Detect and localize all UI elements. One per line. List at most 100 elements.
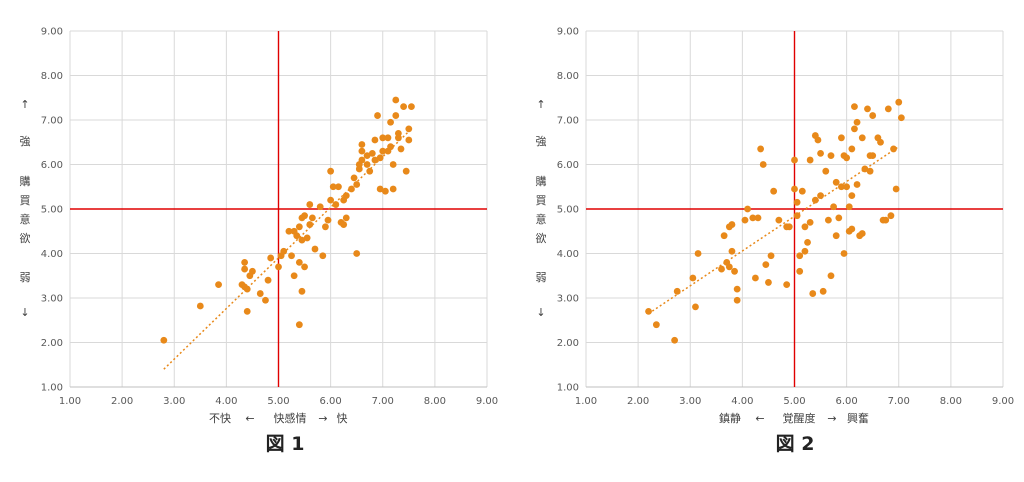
chart-1-data-point bbox=[256, 290, 264, 297]
chart-1-data-point bbox=[379, 147, 387, 155]
chart-2-data-point bbox=[765, 279, 772, 286]
chart-2-data-point bbox=[890, 145, 897, 153]
chart-2-data-point bbox=[775, 216, 783, 224]
chart-2-data-point bbox=[838, 134, 845, 142]
chart-2-data-point bbox=[801, 223, 809, 231]
chart-1-data-point bbox=[290, 272, 298, 280]
chart-2-x-tick-label: 1.00 bbox=[575, 396, 597, 407]
chart-1-data-point bbox=[358, 141, 366, 148]
chart-2-data-point bbox=[848, 225, 856, 233]
chart-2-data-point bbox=[796, 267, 804, 275]
chart-2-data-point bbox=[835, 214, 843, 222]
chart-1-data-point bbox=[387, 143, 394, 151]
chart-1-data-point bbox=[267, 254, 275, 262]
chart-2-data-point bbox=[689, 274, 697, 282]
chart-1-data-point bbox=[332, 201, 340, 208]
chart-2-y-tick-label: 4.00 bbox=[557, 249, 579, 260]
chart-2-data-point bbox=[744, 205, 751, 213]
chart-1-y-axis-label-char: 欲 bbox=[20, 231, 31, 245]
chart-2-data-point bbox=[851, 103, 858, 111]
chart-2-data-point bbox=[832, 232, 840, 240]
chart-2-data-point bbox=[822, 167, 830, 175]
chart-2-data-point bbox=[652, 321, 660, 329]
chart-1-data-point bbox=[243, 285, 251, 293]
chart-1-data-point bbox=[379, 134, 387, 142]
chart-1-data-point bbox=[262, 296, 269, 304]
chart-2-data-point bbox=[791, 185, 798, 193]
chart-1-data-point bbox=[306, 201, 314, 208]
chart-1-data-point bbox=[358, 156, 366, 164]
chart-2-data-point bbox=[718, 265, 725, 273]
chart-2-x-axis-label-part: 覚醒度 bbox=[783, 411, 816, 425]
chart-1-data-point bbox=[243, 307, 251, 315]
chart-1-y-axis-label-char: 弱 bbox=[20, 271, 31, 284]
chart-1-x-tick-label: 9.00 bbox=[476, 396, 498, 407]
chart-1-data-point bbox=[285, 227, 293, 235]
chart-1-data-point bbox=[295, 259, 303, 266]
chart-2-data-point bbox=[798, 187, 806, 195]
chart-2-data-point bbox=[671, 336, 679, 344]
chart-2-x-axis-label-part: 鎮静 bbox=[719, 411, 741, 425]
chart-1-data-point bbox=[376, 154, 384, 162]
chart-2-y-axis-label-char: 強 bbox=[536, 135, 547, 148]
chart-1-data-point bbox=[363, 161, 371, 168]
chart-2-data-point bbox=[817, 149, 824, 157]
chart-1-x-tick-label: 3.00 bbox=[163, 396, 185, 407]
chart-2-x-tick-label: 5.00 bbox=[783, 396, 805, 407]
chart-1-y-tick-label: 4.00 bbox=[41, 249, 63, 260]
chart-1-y-axis-label-char: 購 bbox=[20, 174, 31, 188]
chart-1-data-point bbox=[392, 96, 400, 104]
chart-1-data-point bbox=[241, 259, 249, 266]
chart-1-data-point bbox=[275, 263, 282, 271]
chart-1-data-point bbox=[400, 103, 407, 111]
chart-2-data-point bbox=[848, 192, 856, 200]
chart-1-data-point bbox=[389, 185, 397, 193]
chart-2-y-tick-label: 1.00 bbox=[557, 383, 579, 394]
chart-1-y-tick-label: 9.00 bbox=[41, 27, 63, 38]
chart-2-x-tick-label: 9.00 bbox=[992, 396, 1014, 407]
chart-2-data-point bbox=[843, 183, 851, 191]
chart-1-data-point bbox=[264, 276, 272, 284]
chart-2-data-point bbox=[845, 203, 853, 211]
chart-1-data-point bbox=[371, 136, 379, 144]
chart-1-y-axis-label-char: 意 bbox=[20, 212, 31, 226]
chart-1-data-point bbox=[384, 134, 392, 142]
chart-2-data-point bbox=[796, 252, 804, 260]
chart-1-data-point bbox=[366, 167, 374, 175]
chart-1-data-point bbox=[371, 156, 379, 164]
chart-1-x-axis-label-part: 快感情 bbox=[274, 412, 307, 425]
chart-1-data-point bbox=[319, 252, 327, 260]
chart-2-data-point bbox=[720, 232, 728, 240]
chart-1-data-point bbox=[329, 183, 337, 191]
chart-1-data-point bbox=[394, 134, 402, 142]
chart-2-data-point bbox=[882, 216, 890, 224]
chart-2-data-point bbox=[843, 154, 851, 162]
chart-1-data-point bbox=[196, 302, 204, 310]
chart-1-data-point bbox=[405, 125, 413, 133]
chart-2-data-point bbox=[692, 303, 699, 311]
chart-1-data-point bbox=[160, 336, 168, 344]
chart-1-data-point bbox=[215, 281, 222, 289]
chart-2-y-tick-label: 8.00 bbox=[557, 71, 579, 82]
chart-2-data-point bbox=[869, 152, 877, 160]
chart-2-y-tick-label: 6.00 bbox=[557, 160, 579, 171]
chart-1-data-point bbox=[340, 221, 348, 228]
chart-1-data-point bbox=[322, 223, 329, 231]
chart-1-data-point bbox=[311, 245, 319, 253]
chart-1-scatter-plot: 1.00 2.00 3.00 4.00 5.00 6.00 7.00 8.00 9.00 1.00… bbox=[20, 27, 499, 456]
chart-2-data-point bbox=[728, 247, 736, 255]
chart-2-data-point bbox=[793, 212, 801, 220]
chart-2-x-axis-label-part: → bbox=[827, 412, 836, 425]
chart-2-data-point bbox=[791, 156, 798, 164]
chart-2-y-axis-label-char: 購 bbox=[536, 174, 547, 188]
chart-1-data-point bbox=[298, 287, 306, 295]
chart-2-data-point bbox=[895, 98, 903, 106]
chart-2-data-point bbox=[817, 192, 824, 200]
chart-1-x-axis-label-part: → bbox=[318, 412, 327, 425]
chart-1-data-point bbox=[363, 152, 371, 160]
chart-2-data-point bbox=[804, 238, 811, 246]
chart-2-data-point bbox=[853, 181, 861, 188]
chart-2-data-point bbox=[819, 287, 827, 295]
chart-2-x-tick-label: 3.00 bbox=[679, 396, 701, 407]
chart-1-data-point bbox=[355, 165, 363, 173]
